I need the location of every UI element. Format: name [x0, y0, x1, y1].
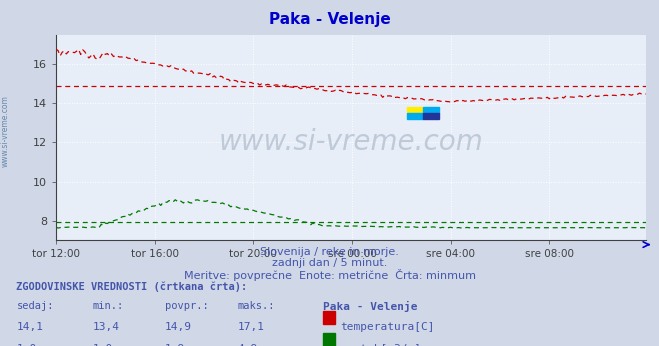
Text: 1,0: 1,0	[92, 344, 113, 346]
Text: www.si-vreme.com: www.si-vreme.com	[219, 128, 483, 156]
Bar	[407, 107, 423, 113]
Text: maks.:: maks.:	[237, 301, 275, 311]
Text: www.si-vreme.com: www.si-vreme.com	[1, 95, 10, 167]
Bar	[407, 113, 423, 119]
Text: povpr.:: povpr.:	[165, 301, 208, 311]
Text: pretok[m3/s]: pretok[m3/s]	[340, 344, 421, 346]
Text: temperatura[C]: temperatura[C]	[340, 322, 434, 333]
Text: min.:: min.:	[92, 301, 123, 311]
Text: 1,9: 1,9	[165, 344, 185, 346]
Text: 1,0: 1,0	[16, 344, 37, 346]
Text: 13,4: 13,4	[92, 322, 119, 333]
Text: sedaj:: sedaj:	[16, 301, 54, 311]
Bar	[423, 107, 440, 113]
Text: 14,9: 14,9	[165, 322, 192, 333]
Text: Paka - Velenje: Paka - Velenje	[323, 301, 417, 312]
Text: Slovenija / reke in morje.: Slovenija / reke in morje.	[260, 247, 399, 257]
Text: zadnji dan / 5 minut.: zadnji dan / 5 minut.	[272, 258, 387, 268]
Text: 17,1: 17,1	[237, 322, 264, 333]
Text: Paka - Velenje: Paka - Velenje	[269, 12, 390, 27]
Bar	[423, 113, 440, 119]
Text: 14,1: 14,1	[16, 322, 43, 333]
Text: ZGODOVINSKE VREDNOSTI (črtkana črta):: ZGODOVINSKE VREDNOSTI (črtkana črta):	[16, 282, 248, 292]
Text: Meritve: povprečne  Enote: metrične  Črta: minmum: Meritve: povprečne Enote: metrične Črta:…	[183, 269, 476, 281]
Text: 4,9: 4,9	[237, 344, 258, 346]
